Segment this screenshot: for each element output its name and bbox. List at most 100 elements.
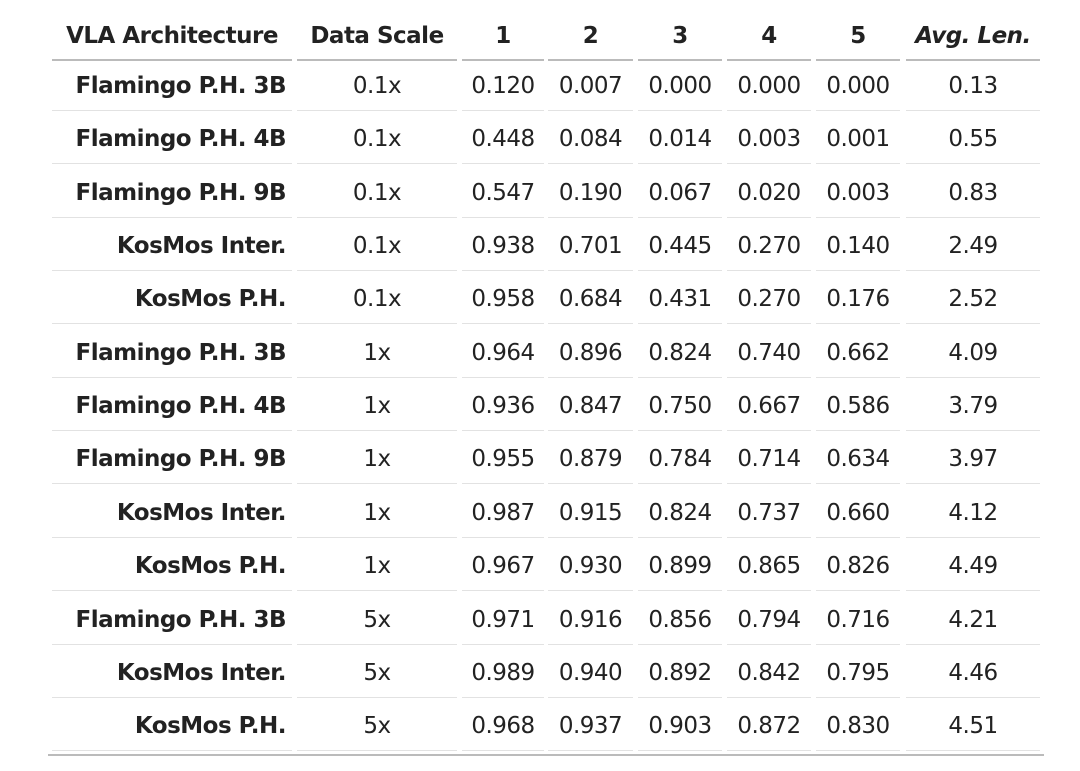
table-cell: 0.83 [906, 168, 1040, 218]
table-cell: 0.989 [462, 648, 544, 698]
table-cell: 0.067 [638, 168, 722, 218]
header-cell: Data Scale [297, 11, 457, 61]
table-cell: 0.448 [462, 114, 544, 165]
table-cell: 0.634 [816, 434, 900, 485]
header-cell: 2 [548, 11, 633, 61]
table-cell: 0.667 [727, 381, 811, 432]
table-cell: 0.899 [638, 541, 722, 592]
table-cell: 0.856 [638, 595, 722, 645]
table-cell: 0.872 [727, 701, 811, 752]
table-cell: 5x [297, 595, 457, 645]
table-cell: 0.716 [816, 595, 900, 645]
row-label: Flamingo P.H. 4B [52, 381, 292, 432]
table-cell: 0.140 [816, 221, 900, 272]
table-cell: 0.003 [816, 168, 900, 218]
table-cell: 0.971 [462, 595, 544, 645]
table-cell: 4.46 [906, 648, 1040, 698]
table-cell: 0.930 [548, 541, 633, 592]
row-label: KosMos Inter. [52, 648, 292, 698]
table-cell: 0.967 [462, 541, 544, 592]
row-label: Flamingo P.H. 3B [52, 61, 292, 111]
table-cell: 3.79 [906, 381, 1040, 432]
table-cell: 0.55 [906, 114, 1040, 165]
table-cell: 0.586 [816, 381, 900, 432]
table-cell: 0.879 [548, 434, 633, 485]
table-cell: 0.660 [816, 488, 900, 538]
table-cell: 4.09 [906, 328, 1040, 378]
table-cell: 0.750 [638, 381, 722, 432]
table-cell: 0.270 [727, 221, 811, 272]
table-cell: 0.547 [462, 168, 544, 218]
table-cell: 0.000 [816, 61, 900, 111]
table-cell: 0.795 [816, 648, 900, 698]
table-cell: 0.824 [638, 488, 722, 538]
table-cell: 0.020 [727, 168, 811, 218]
table-cell: 0.014 [638, 114, 722, 165]
table-cell: 0.120 [462, 61, 544, 111]
table-cell: 0.007 [548, 61, 633, 111]
table-cell: 0.964 [462, 328, 544, 378]
table-cell: 2.49 [906, 221, 1040, 272]
row-label: KosMos P.H. [52, 701, 292, 752]
table-cell: 0.968 [462, 701, 544, 752]
table-cell: 0.784 [638, 434, 722, 485]
table-cell: 3.97 [906, 434, 1040, 485]
table-cell: 1x [297, 381, 457, 432]
header-cell: 5 [816, 11, 900, 61]
table-cell: 0.916 [548, 595, 633, 645]
table-cell: 0.826 [816, 541, 900, 592]
table-cell: 0.13 [906, 61, 1040, 111]
table-cell: 0.684 [548, 274, 633, 325]
table-cell: 0.987 [462, 488, 544, 538]
table-cell: 2.52 [906, 274, 1040, 325]
row-label: Flamingo P.H. 9B [52, 434, 292, 485]
table-cell: 0.1x [297, 114, 457, 165]
table-cell: 0.824 [638, 328, 722, 378]
table-cell: 0.937 [548, 701, 633, 752]
table-cell: 0.740 [727, 328, 811, 378]
header-cell: 1 [462, 11, 544, 61]
table-cell: 5x [297, 701, 457, 752]
row-label: KosMos P.H. [52, 274, 292, 325]
row-label: Flamingo P.H. 3B [52, 595, 292, 645]
header-cell: 3 [638, 11, 722, 61]
table-cell: 0.176 [816, 274, 900, 325]
table-cell: 1x [297, 328, 457, 378]
table-cell: 0.915 [548, 488, 633, 538]
table-cell: 0.1x [297, 61, 457, 111]
table-cell: 0.000 [638, 61, 722, 111]
table-cell: 1x [297, 541, 457, 592]
table-cell: 0.431 [638, 274, 722, 325]
table-cell: 0.000 [727, 61, 811, 111]
table-cell: 0.865 [727, 541, 811, 592]
table-cell: 0.936 [462, 381, 544, 432]
table-cell: 5x [297, 648, 457, 698]
header-cell: VLA Architecture [52, 11, 292, 61]
header-cell: 4 [727, 11, 811, 61]
row-label: Flamingo P.H. 3B [52, 328, 292, 378]
table-cell: 0.794 [727, 595, 811, 645]
table-cell: 0.1x [297, 221, 457, 272]
row-label: KosMos P.H. [52, 541, 292, 592]
table-cell: 0.896 [548, 328, 633, 378]
table-cell: 4.51 [906, 701, 1040, 752]
table-cell: 0.842 [727, 648, 811, 698]
table-cell: 0.958 [462, 274, 544, 325]
table-cell: 4.49 [906, 541, 1040, 592]
table-cell: 0.940 [548, 648, 633, 698]
header-cell: Avg. Len. [906, 11, 1040, 61]
table-cell: 0.084 [548, 114, 633, 165]
table-cell: 1x [297, 488, 457, 538]
table-cell: 0.270 [727, 274, 811, 325]
row-label: KosMos Inter. [52, 488, 292, 538]
table-cell: 0.955 [462, 434, 544, 485]
table-cell: 0.003 [727, 114, 811, 165]
table-cell: 0.737 [727, 488, 811, 538]
table-cell: 0.714 [727, 434, 811, 485]
table-cell: 0.847 [548, 381, 633, 432]
table-cell: 0.190 [548, 168, 633, 218]
table-cell: 0.938 [462, 221, 544, 272]
table-cell: 0.662 [816, 328, 900, 378]
table-cell: 4.12 [906, 488, 1040, 538]
